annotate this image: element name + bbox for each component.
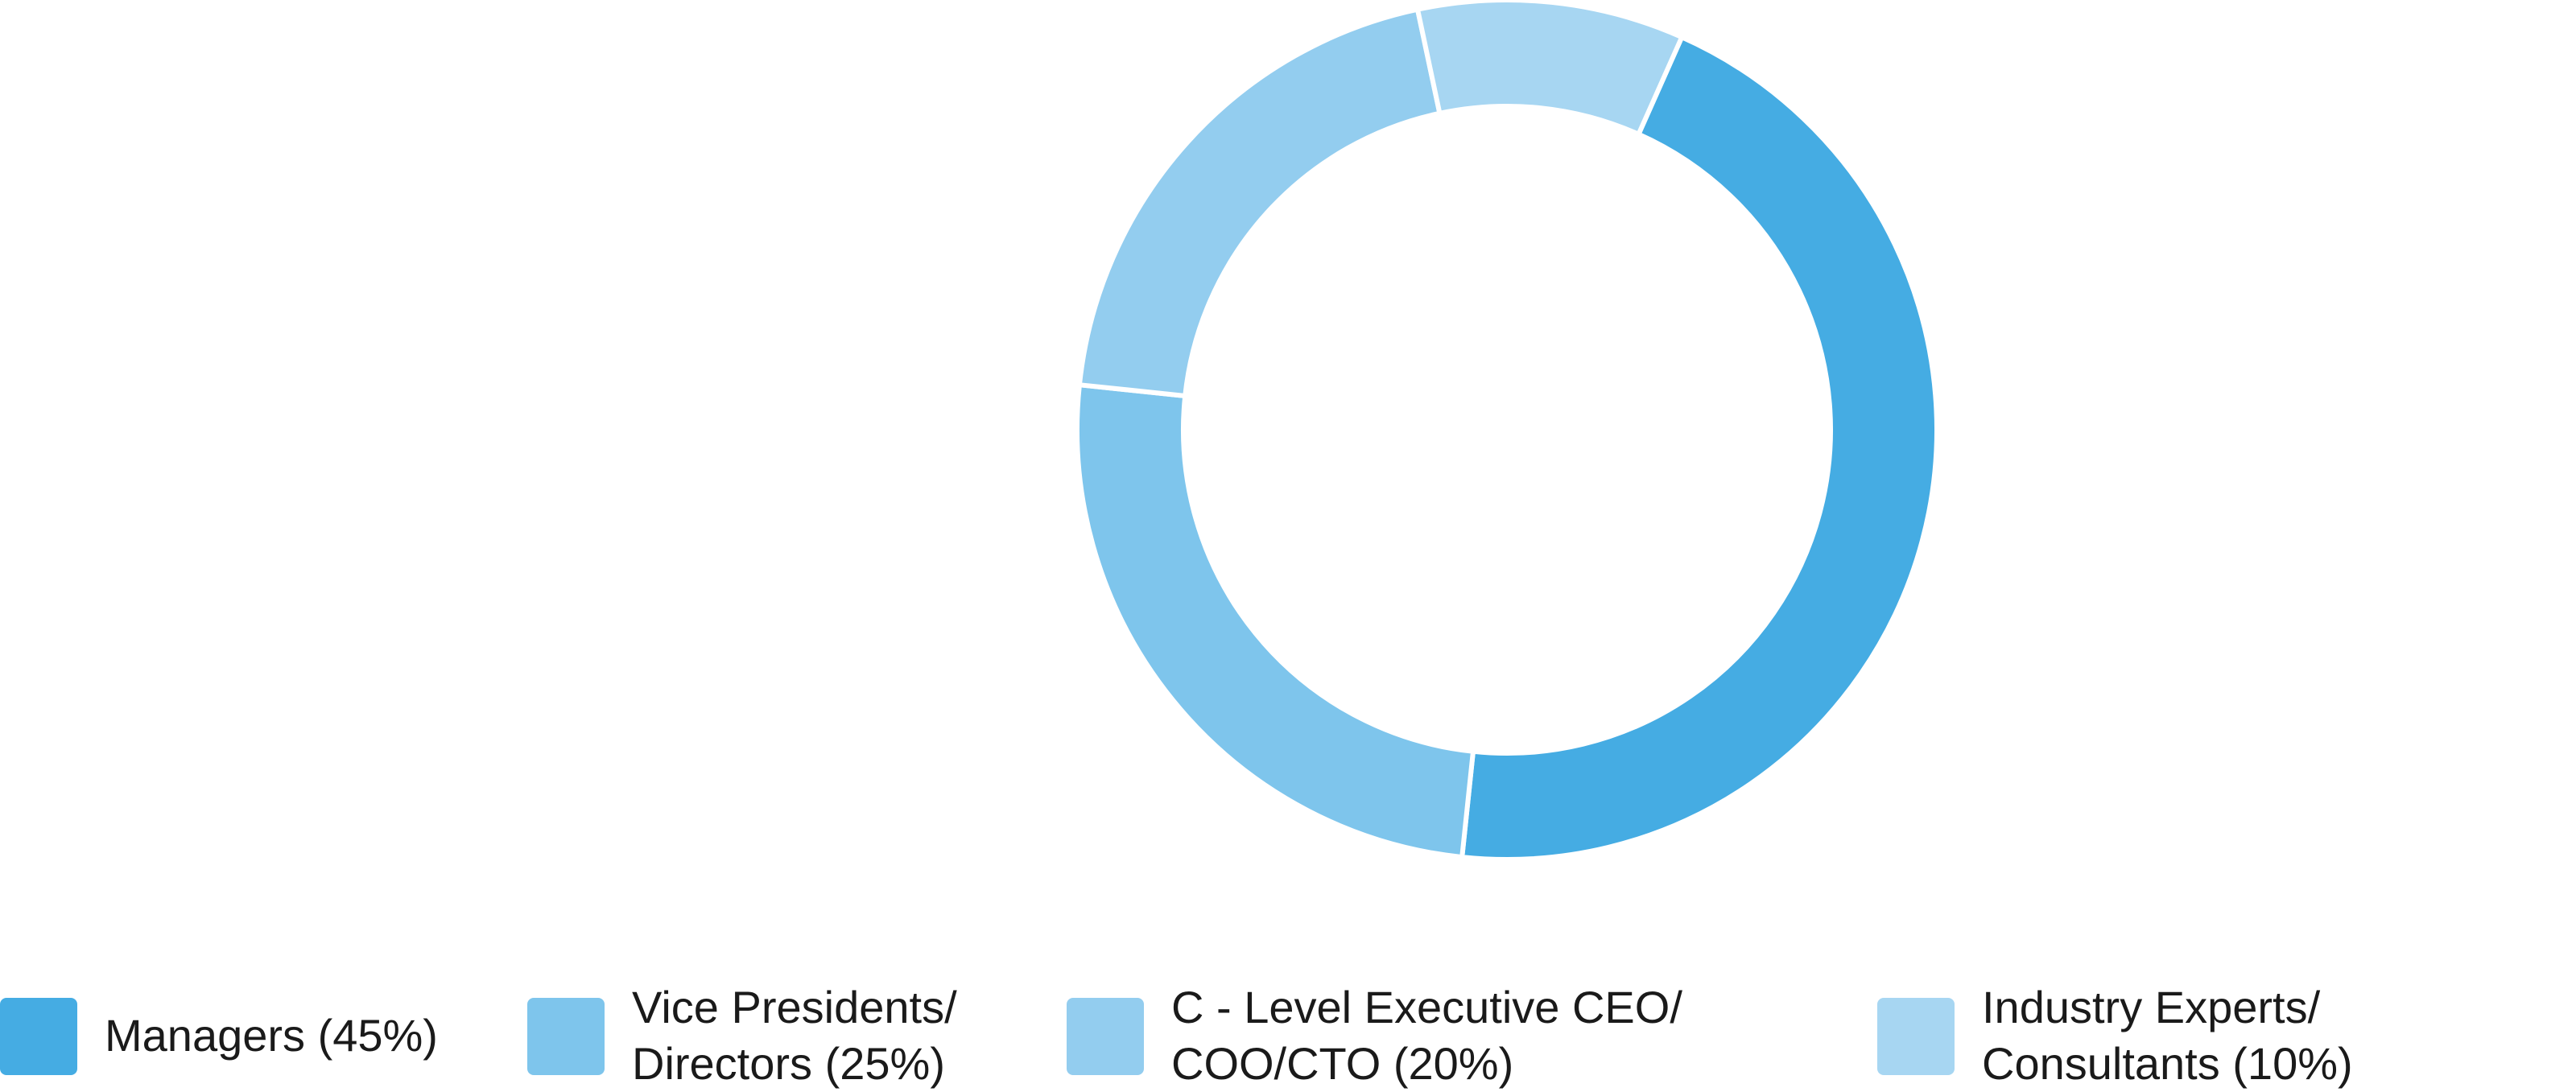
legend-swatch-c-level [1067, 998, 1144, 1075]
legend: Managers (45%) Vice Presidents/ Director… [0, 980, 2576, 1091]
legend-swatch-industry-experts [1877, 998, 1955, 1075]
slice-industry-experts [1414, 0, 1686, 138]
legend-swatch-vice-presidents [527, 998, 605, 1075]
legend-swatch-managers [0, 998, 77, 1075]
legend-label-managers: Managers (45%) [105, 1010, 438, 1061]
slice-vice-presidents [1075, 381, 1476, 860]
donut-slices [1075, 0, 1939, 862]
legend-label-vice-presidents: Vice Presidents/ Directors (25%) [632, 982, 957, 1089]
slice-managers [1459, 34, 1939, 862]
legend-label-industry-experts: Industry Experts/ Consultants (10%) [1982, 982, 2353, 1089]
slice-c-level [1076, 6, 1443, 399]
legend-label-c-level: C - Level Executive CEO/ COO/CTO (20%) [1171, 982, 1682, 1089]
